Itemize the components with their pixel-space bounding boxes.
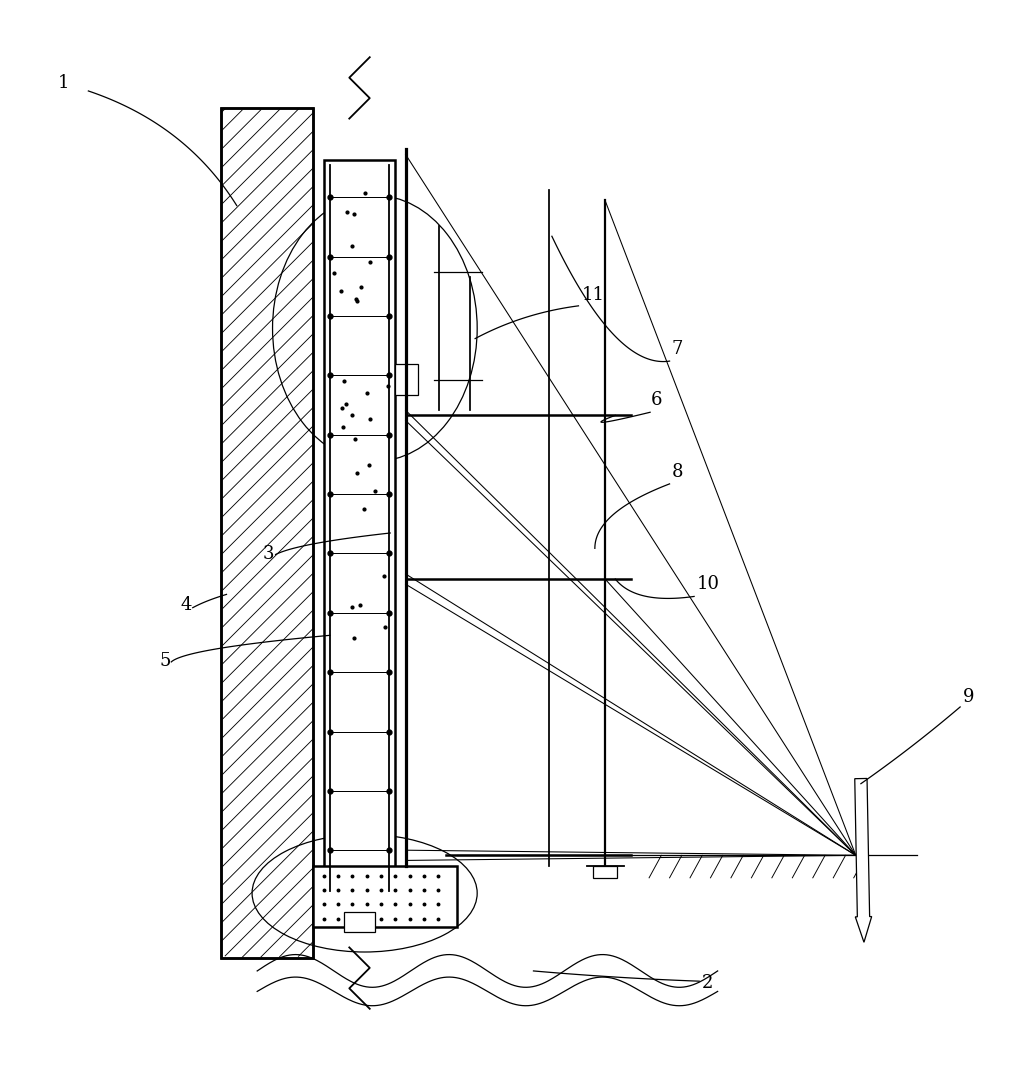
Text: 4: 4 <box>181 596 192 614</box>
Bar <box>324 160 395 897</box>
Text: 7: 7 <box>672 340 683 358</box>
Text: 8: 8 <box>672 463 683 481</box>
Bar <box>344 911 374 932</box>
Text: 2: 2 <box>702 974 714 992</box>
FancyArrow shape <box>855 778 872 942</box>
Bar <box>222 109 314 957</box>
Bar <box>314 866 457 927</box>
Text: 10: 10 <box>698 576 720 594</box>
Text: 11: 11 <box>582 286 604 304</box>
Bar <box>395 365 418 394</box>
Bar <box>593 866 618 877</box>
Text: 9: 9 <box>963 688 975 706</box>
Text: 5: 5 <box>160 652 171 671</box>
Bar <box>222 109 314 957</box>
Text: 3: 3 <box>263 545 274 563</box>
Text: 6: 6 <box>652 391 663 409</box>
Text: 1: 1 <box>57 74 69 92</box>
